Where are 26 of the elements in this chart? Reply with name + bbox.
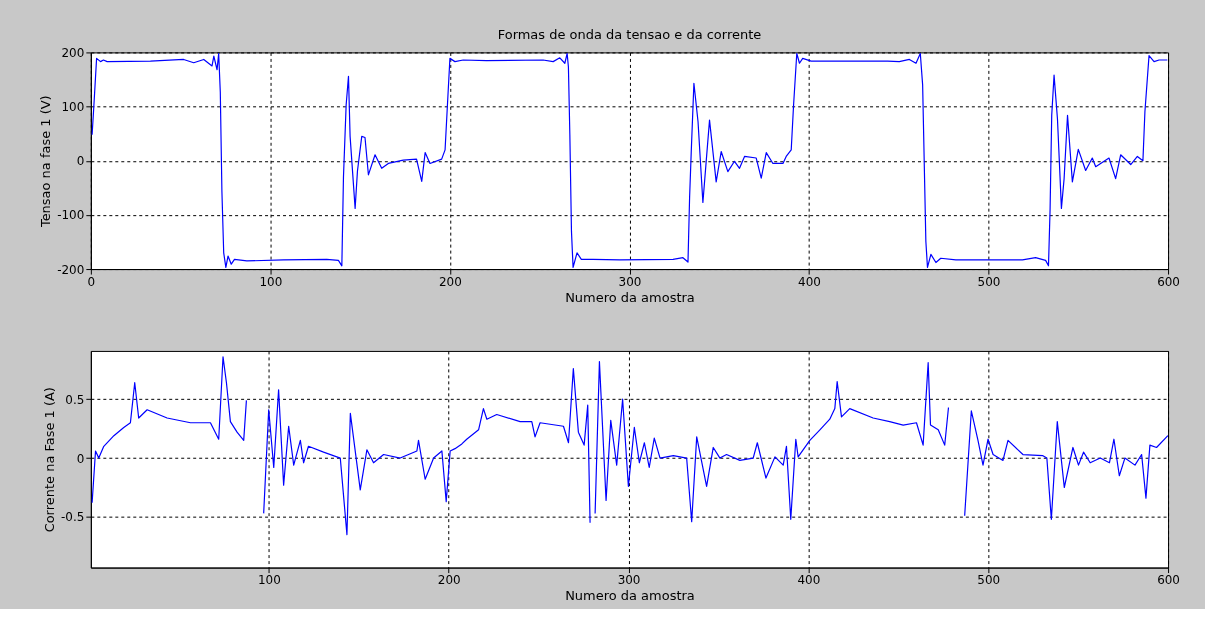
y-tick-label: -100 [57, 208, 85, 223]
y-axis-title: Corrente na Fase 1 (A) [42, 387, 57, 533]
y-tick-label: -0.5 [61, 510, 85, 525]
x-tick-label: 500 [977, 573, 1001, 588]
x-tick-label: 100 [257, 573, 281, 588]
x-tick-label: 0 [87, 274, 96, 289]
x-axis-title: Numero da amostra [565, 289, 695, 305]
x-axis-title: Numero da amostra [565, 588, 695, 604]
x-tick-label: 400 [797, 573, 821, 588]
chart-title: Formas de onda da tensao e da corrente [497, 27, 762, 43]
x-tick-label: 200 [437, 573, 461, 588]
x-tick-label: 400 [798, 274, 821, 289]
x-tick-label: 600 [1157, 274, 1180, 289]
x-tick-label: 100 [259, 274, 283, 289]
y-tick-label: 0 [76, 154, 85, 169]
x-tick-label: 300 [617, 573, 641, 588]
y-tick-label: -200 [57, 262, 85, 277]
x-tick-label: 500 [977, 274, 1001, 289]
x-tick-label: 200 [438, 274, 462, 289]
y-axis-title: Tensao na fase 1 (V) [38, 95, 54, 229]
x-tick-label: 300 [618, 274, 642, 289]
x-tick-label: 600 [1157, 573, 1180, 588]
y-tick-label: 100 [61, 100, 85, 115]
y-tick-label: 0 [76, 451, 85, 466]
y-tick-label: 0.5 [65, 392, 85, 407]
y-tick-label: 200 [61, 45, 85, 60]
